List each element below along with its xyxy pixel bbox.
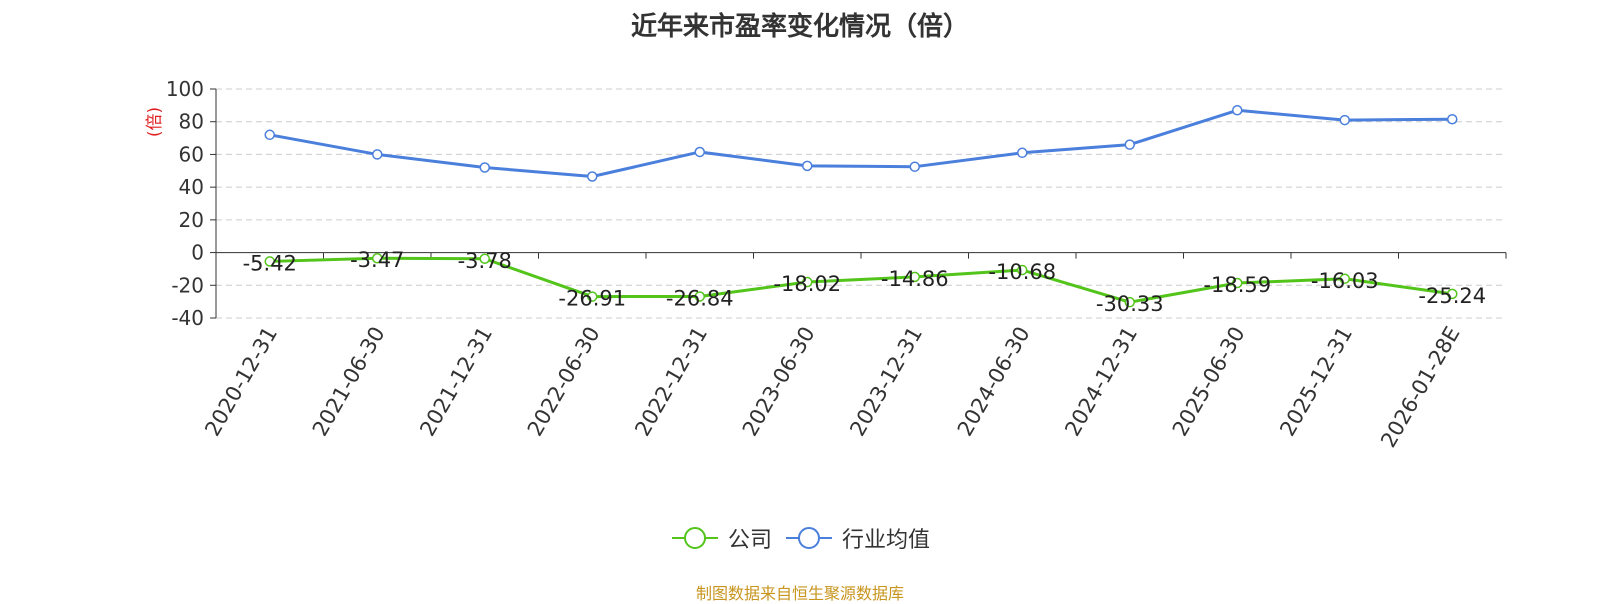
data-labels: -5.42 -3.47 -3.78 -26.91 -26.84 -18.02 -14.86 -… bbox=[243, 248, 1487, 316]
data-point bbox=[1124, 296, 1135, 308]
x-tick-label: 2021-06-30 bbox=[308, 323, 390, 441]
data-point bbox=[1232, 105, 1243, 116]
legend-label: 行业均值 bbox=[842, 528, 931, 553]
data-point bbox=[1339, 114, 1350, 126]
legend: 公司 行业均值 bbox=[0, 522, 1600, 557]
data-point bbox=[372, 149, 383, 160]
legend-item[interactable]: 公司 bbox=[670, 522, 772, 554]
data-point bbox=[909, 271, 920, 283]
data-point bbox=[802, 276, 813, 288]
y-axis-label: (倍) bbox=[145, 107, 165, 137]
x-tick-label: 2020-12-31 bbox=[200, 323, 282, 441]
grid-lines bbox=[216, 88, 1506, 319]
source-note: 制图数据来自恒生聚源数据库 bbox=[695, 584, 904, 603]
legend-marker-icon bbox=[786, 527, 832, 549]
data-point bbox=[802, 160, 813, 172]
x-tick-label: 2025-12-31 bbox=[1275, 323, 1357, 441]
x-tick-label: 2024-12-31 bbox=[1060, 323, 1142, 441]
series bbox=[264, 105, 1458, 308]
y-tick-label: -40 bbox=[171, 306, 204, 330]
data-label: -16.03 bbox=[1311, 269, 1379, 293]
data-point bbox=[264, 256, 275, 267]
data-label: -26.91 bbox=[558, 287, 626, 311]
data-point bbox=[1447, 288, 1458, 300]
data-label: -3.47 bbox=[350, 248, 404, 272]
x-tick-label: 2022-12-31 bbox=[630, 323, 712, 441]
data-point bbox=[1447, 114, 1458, 125]
legend-item[interactable]: 行业均值 bbox=[784, 522, 930, 554]
data-label: -18.02 bbox=[773, 272, 841, 296]
series-line bbox=[269, 256, 1453, 304]
y-tick-label: 20 bbox=[179, 208, 204, 232]
data-point bbox=[479, 253, 490, 265]
data-point bbox=[909, 161, 920, 172]
x-tick-label: 2021-12-31 bbox=[415, 323, 497, 441]
x-tick-label: 2023-06-30 bbox=[738, 323, 820, 441]
data-label: -10.68 bbox=[988, 260, 1056, 284]
y-tick-label: -20 bbox=[171, 273, 204, 297]
data-label: -5.42 bbox=[243, 251, 297, 275]
y-tick-label: 0 bbox=[191, 241, 204, 265]
data-point bbox=[694, 291, 705, 302]
data-label: -25.24 bbox=[1418, 284, 1486, 308]
data-point bbox=[1124, 139, 1135, 150]
y-tick-label: 40 bbox=[179, 175, 204, 199]
chart-title: 近年来市盈率变化情况（倍） bbox=[630, 12, 969, 42]
data-point bbox=[694, 146, 705, 158]
y-tick-label: 100 bbox=[166, 77, 204, 101]
data-point bbox=[587, 171, 598, 182]
x-tick-label: 2025-06-30 bbox=[1168, 323, 1250, 441]
x-tick-label: 2023-12-31 bbox=[845, 323, 927, 441]
data-point bbox=[1017, 264, 1028, 276]
data-label: -3.78 bbox=[458, 249, 512, 273]
legend-label: 公司 bbox=[727, 528, 772, 553]
data-point bbox=[587, 291, 598, 302]
data-label: -18.59 bbox=[1203, 273, 1271, 297]
data-point bbox=[1017, 147, 1028, 159]
data-point bbox=[1339, 273, 1350, 285]
y-tick-label: 80 bbox=[179, 110, 204, 134]
y-tick-label: 60 bbox=[179, 142, 204, 166]
data-point bbox=[479, 162, 490, 173]
data-point bbox=[1232, 277, 1243, 289]
data-label: -14.86 bbox=[881, 267, 949, 291]
data-point bbox=[372, 252, 383, 264]
data-label: -30.33 bbox=[1096, 292, 1164, 316]
x-tick-label: 2024-06-30 bbox=[953, 323, 1035, 441]
x-tick-label: 2026-01-28E bbox=[1376, 323, 1464, 452]
legend-marker-icon bbox=[671, 527, 718, 549]
x-tick-label: 2022-06-30 bbox=[523, 323, 605, 441]
data-label: -26.84 bbox=[666, 286, 734, 310]
series-line bbox=[269, 108, 1453, 179]
data-point bbox=[264, 129, 275, 141]
